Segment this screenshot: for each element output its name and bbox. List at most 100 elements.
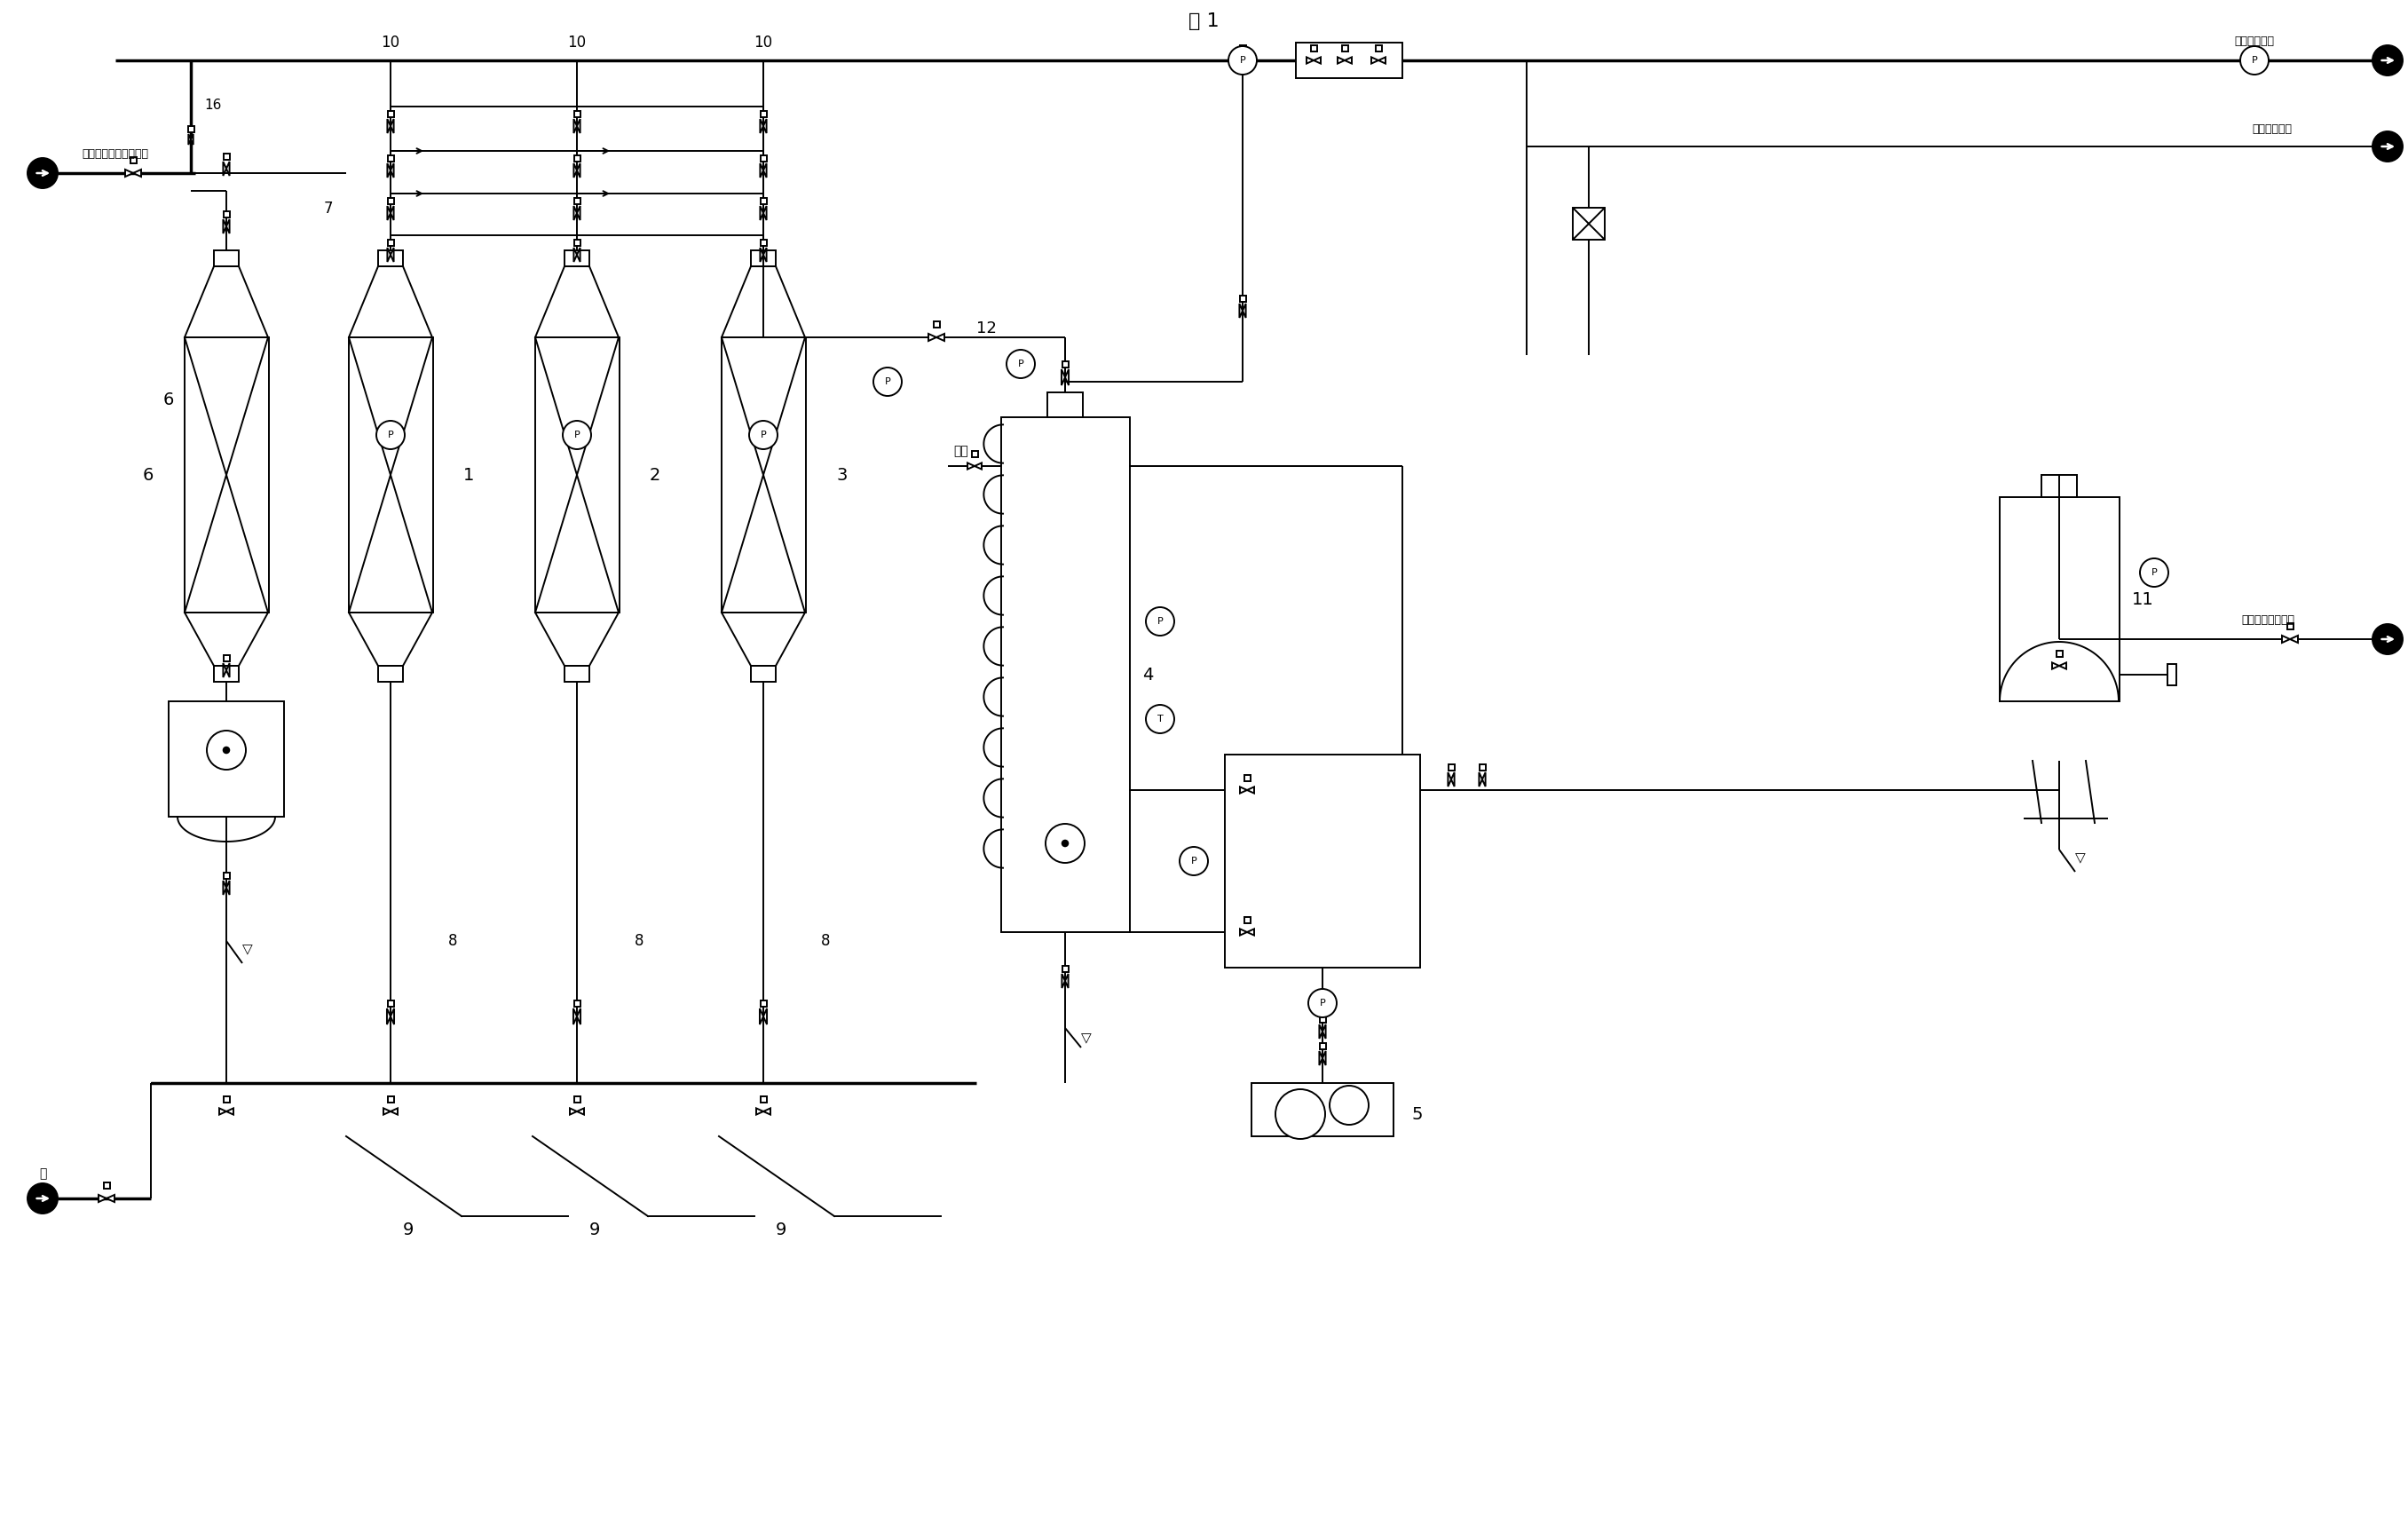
Circle shape <box>1228 46 1257 75</box>
Text: 3: 3 <box>836 467 848 484</box>
Polygon shape <box>756 1108 771 1114</box>
Bar <box>2288 623 2292 629</box>
Bar <box>2042 475 2078 497</box>
Text: T: T <box>1158 714 1163 723</box>
Bar <box>1341 46 1348 52</box>
Text: 含硫化氢二硫化碳混气: 含硫化氢二硫化碳混气 <box>82 148 149 159</box>
Polygon shape <box>759 1009 766 1024</box>
Circle shape <box>1146 705 1175 734</box>
Circle shape <box>563 421 590 449</box>
Polygon shape <box>388 206 395 220</box>
Circle shape <box>26 1183 58 1213</box>
Text: P: P <box>1240 56 1245 64</box>
Bar <box>1240 296 1245 302</box>
Polygon shape <box>219 1108 234 1114</box>
Text: P: P <box>1192 856 1197 865</box>
Bar <box>378 665 402 682</box>
Polygon shape <box>573 119 580 133</box>
Bar <box>224 154 229 160</box>
Polygon shape <box>99 1195 116 1202</box>
Circle shape <box>1062 841 1069 847</box>
Bar <box>1479 765 1486 771</box>
Circle shape <box>749 421 778 449</box>
Bar <box>1252 1083 1394 1137</box>
Polygon shape <box>1336 56 1351 64</box>
Polygon shape <box>1370 56 1385 64</box>
Text: 2: 2 <box>650 467 660 484</box>
Text: ▽: ▽ <box>1081 1032 1091 1045</box>
Circle shape <box>2141 559 2167 588</box>
Circle shape <box>1329 1085 1368 1125</box>
Polygon shape <box>761 206 766 220</box>
Text: P: P <box>2251 56 2256 64</box>
Bar <box>761 156 766 162</box>
Text: 10: 10 <box>568 35 585 50</box>
Text: P: P <box>1158 617 1163 626</box>
Circle shape <box>874 368 901 395</box>
Bar <box>169 702 284 816</box>
Bar <box>573 1001 580 1007</box>
Circle shape <box>1308 989 1336 1018</box>
Circle shape <box>1146 607 1175 636</box>
Text: P: P <box>388 430 393 439</box>
Polygon shape <box>761 247 766 262</box>
Bar <box>1245 917 1250 923</box>
Text: 至安全火炬管: 至安全火炬管 <box>2251 124 2292 134</box>
Polygon shape <box>1062 974 1069 987</box>
Text: 5: 5 <box>1411 1106 1423 1123</box>
Polygon shape <box>1240 304 1245 317</box>
Bar <box>104 1183 111 1189</box>
Bar <box>761 198 766 204</box>
Circle shape <box>1007 349 1035 378</box>
Circle shape <box>207 731 246 769</box>
Polygon shape <box>573 206 580 220</box>
Circle shape <box>224 748 229 752</box>
Text: P: P <box>884 377 891 386</box>
Bar <box>535 337 619 612</box>
Bar <box>1320 1016 1324 1022</box>
Bar <box>573 156 580 162</box>
Bar <box>761 240 766 246</box>
Text: 脱硫后尾气体: 脱硫后尾气体 <box>2235 35 2276 47</box>
Bar <box>1310 46 1317 52</box>
Polygon shape <box>388 247 395 262</box>
Polygon shape <box>573 163 580 177</box>
Circle shape <box>2372 131 2403 162</box>
Polygon shape <box>1479 772 1486 786</box>
Bar <box>970 452 978 458</box>
Text: P: P <box>761 430 766 439</box>
Text: 蒸汽: 蒸汽 <box>954 444 968 458</box>
Circle shape <box>376 421 405 449</box>
Bar <box>130 157 137 163</box>
Bar <box>573 240 580 246</box>
Bar <box>1296 43 1401 78</box>
Bar <box>388 156 393 162</box>
Bar <box>224 655 229 661</box>
Bar <box>1245 775 1250 781</box>
Text: 4: 4 <box>1141 667 1153 684</box>
Polygon shape <box>761 163 766 177</box>
Bar <box>188 127 195 133</box>
Polygon shape <box>388 119 395 133</box>
Polygon shape <box>1320 1051 1327 1065</box>
Polygon shape <box>224 881 229 894</box>
Bar <box>388 1001 393 1007</box>
Text: 16: 16 <box>205 98 222 111</box>
Bar <box>1447 765 1454 771</box>
Bar <box>761 111 766 118</box>
Text: 11: 11 <box>2131 591 2153 607</box>
Polygon shape <box>224 664 229 678</box>
Polygon shape <box>125 169 142 177</box>
Text: P: P <box>573 430 580 439</box>
Circle shape <box>2372 46 2403 75</box>
Polygon shape <box>761 119 766 133</box>
Polygon shape <box>1447 772 1454 786</box>
Bar <box>761 1001 766 1007</box>
Polygon shape <box>388 163 395 177</box>
Polygon shape <box>1235 56 1250 64</box>
Polygon shape <box>224 162 229 175</box>
Bar <box>349 337 433 612</box>
Text: 8: 8 <box>821 932 831 949</box>
Bar <box>185 337 270 612</box>
Bar <box>1572 208 1604 240</box>
